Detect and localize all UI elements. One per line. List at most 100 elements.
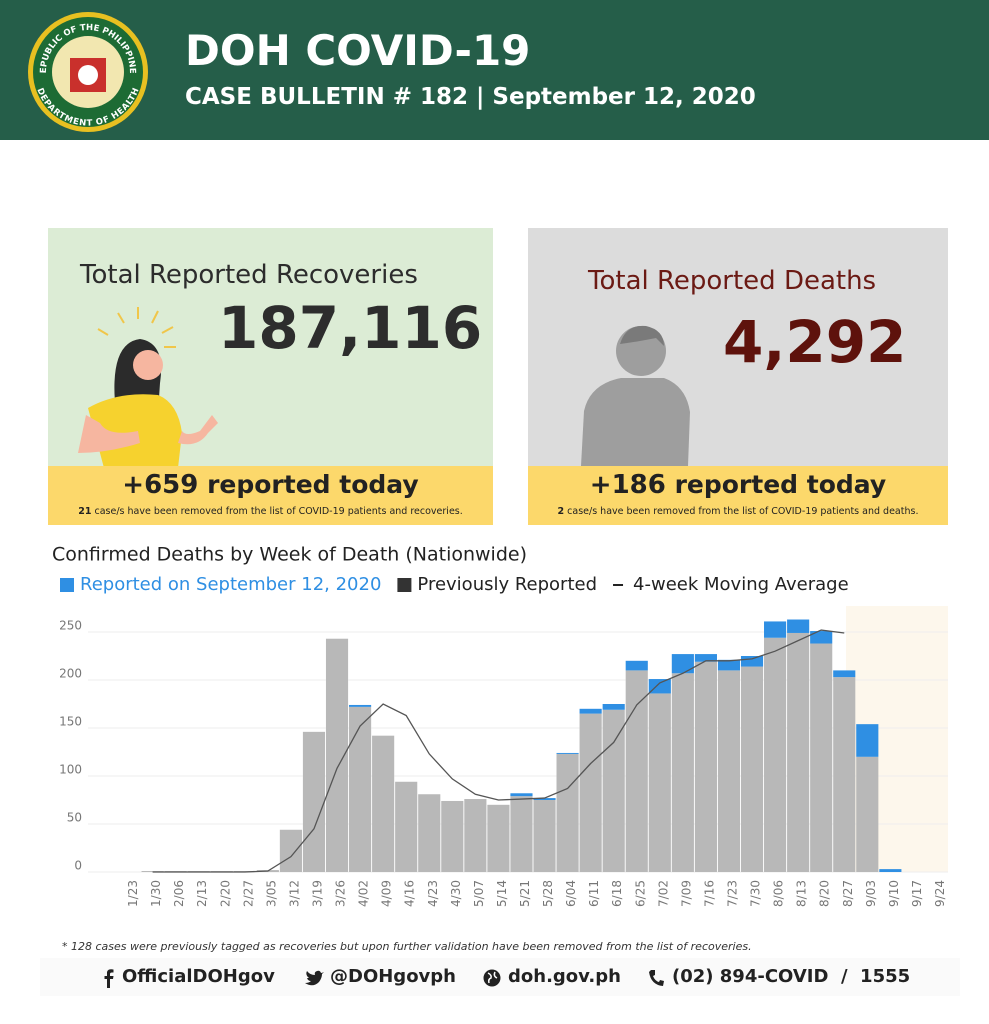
bar <box>487 804 510 872</box>
x-tick-label: 9/10 <box>887 880 901 907</box>
footnote: * 128 cases were previously tagged as re… <box>62 940 752 953</box>
bar <box>810 643 833 872</box>
x-tick-label: 6/18 <box>610 880 624 907</box>
removed-count: 21 <box>78 506 92 517</box>
bar <box>418 794 441 872</box>
bar <box>579 713 602 872</box>
bar <box>556 752 579 754</box>
legend-entry: 4-week Moving Average <box>613 574 849 595</box>
x-tick-label: 9/24 <box>933 880 947 907</box>
bar <box>556 753 579 872</box>
x-tick-label: 8/27 <box>841 880 855 907</box>
x-tick-label: 3/05 <box>264 880 278 907</box>
bar <box>671 654 694 674</box>
x-tick-label: 5/07 <box>472 880 486 907</box>
x-tick-label: 3/19 <box>310 880 324 907</box>
bar <box>464 799 487 872</box>
bar <box>579 708 602 714</box>
today-band: +659 reported today 21 case/s have been … <box>48 466 493 525</box>
x-tick-label: 9/03 <box>864 880 878 907</box>
bar <box>372 735 395 872</box>
sparkles <box>97 307 176 348</box>
x-tick-label: 6/04 <box>564 880 578 907</box>
x-tick-label: 4/02 <box>357 880 371 907</box>
y-tick-label: 100 <box>59 763 82 777</box>
hair <box>620 325 664 346</box>
footer: OfficialDOHgov @DOHgovph doh.gov.ph (02)… <box>40 958 960 996</box>
bar <box>625 660 648 671</box>
card-total: 4,292 <box>723 308 907 376</box>
bar <box>694 654 717 662</box>
deaths-card: Total Reported Deaths 4,292 +186 reporte… <box>528 228 948 525</box>
legend-entry: Previously Reported <box>397 574 597 595</box>
x-tick-label: 3/12 <box>287 880 301 907</box>
x-tick-label: 2/13 <box>195 880 209 907</box>
bar <box>764 621 787 638</box>
bar <box>625 670 648 872</box>
card-total: 187,116 <box>218 294 483 362</box>
chart: Confirmed Deaths by Week of Death (Natio… <box>52 544 948 907</box>
legend-label: Reported on September 12, 2020 <box>80 574 381 595</box>
bar <box>764 637 787 872</box>
today-text: reported today <box>207 470 419 499</box>
x-tick-label: 5/21 <box>518 880 532 907</box>
today-count: +186 <box>589 470 666 500</box>
arm <box>78 415 140 453</box>
x-tick-label: 2/06 <box>172 880 186 907</box>
logo: REPUBLIC OF THE PHILIPPINES DEPARTMENT O… <box>26 10 148 132</box>
footer-phone: (02) 894-COVID / 1555 <box>672 966 911 987</box>
today-text: reported today <box>674 470 887 499</box>
thumb <box>178 415 218 445</box>
footer-twitter: @DOHgovph <box>330 966 456 987</box>
bar <box>740 666 764 872</box>
bar <box>441 800 464 872</box>
card-title: Total Reported Deaths <box>588 266 877 296</box>
chart-title: Confirmed Deaths by Week of Death (Natio… <box>52 544 527 566</box>
title: DOH COVID-19 <box>185 26 531 75</box>
bar <box>395 781 418 872</box>
bar <box>717 670 741 872</box>
x-tick-label: 1/30 <box>149 880 163 907</box>
bar <box>349 706 372 872</box>
x-tick-label: 5/14 <box>495 880 509 907</box>
x-tick-label: 4/23 <box>426 880 440 907</box>
x-tick-label: 6/11 <box>587 880 601 907</box>
bar <box>325 638 349 872</box>
logo-emblem <box>78 65 98 85</box>
bar <box>533 798 556 800</box>
bar <box>510 793 533 797</box>
legend-swatch <box>397 578 412 592</box>
x-tick-label: 2/27 <box>241 880 255 907</box>
x-tick-label: 8/13 <box>795 880 809 907</box>
bar <box>671 673 694 872</box>
twitter-icon <box>305 970 324 986</box>
removed-note: 2 case/s have been removed from the list… <box>528 506 948 517</box>
moving-average-line <box>152 629 845 873</box>
x-tick-label: 7/23 <box>725 880 739 907</box>
bar <box>879 869 902 872</box>
bar <box>648 693 671 872</box>
y-tick-label: 250 <box>59 619 82 633</box>
x-tick-label: 7/30 <box>749 880 763 907</box>
footer-website: doh.gov.ph <box>508 966 621 987</box>
bar <box>856 756 879 872</box>
recovery-illustration <box>78 307 218 468</box>
today-count: +659 <box>122 470 199 500</box>
bar <box>833 670 856 678</box>
y-tick-label: 150 <box>59 715 82 729</box>
bar <box>787 619 810 633</box>
x-tick-label: 7/09 <box>679 880 693 907</box>
today-line: +186 reported today <box>528 470 948 500</box>
bar <box>787 632 810 872</box>
phone-icon <box>649 970 664 986</box>
subtitle: CASE BULLETIN # 182 | September 12, 2020 <box>185 84 756 110</box>
bar <box>810 631 833 644</box>
bar <box>717 659 741 671</box>
y-tick-label: 0 <box>74 859 82 873</box>
header: REPUBLIC OF THE PHILIPPINES DEPARTMENT O… <box>0 0 989 140</box>
bar <box>510 796 533 872</box>
legend-label: Previously Reported <box>417 574 597 595</box>
removed-count: 2 <box>557 506 565 517</box>
y-tick-label: 50 <box>67 811 82 825</box>
